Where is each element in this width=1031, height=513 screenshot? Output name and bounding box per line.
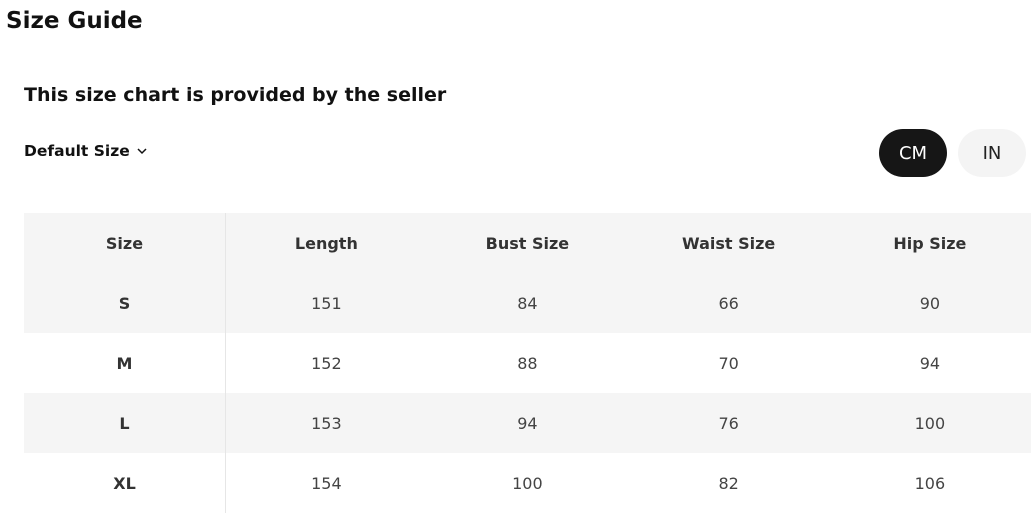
- size-dropdown-label: Default Size: [24, 142, 130, 160]
- table-cell: 94: [517, 413, 538, 433]
- table-cell: 88: [517, 353, 538, 373]
- table-cell: 94: [919, 353, 941, 373]
- table-cell: 76: [718, 413, 739, 433]
- unit-in-button[interactable]: IN: [958, 129, 1026, 177]
- table-cell: S: [24, 273, 226, 333]
- column-header: Length: [294, 233, 358, 253]
- table-cell: L: [24, 393, 226, 453]
- table-header-row: Size Length Bust Size Waist Size Hip Size: [24, 213, 1031, 273]
- table-cell: 90: [919, 293, 941, 313]
- column-header: Hip Size: [893, 233, 967, 253]
- size-table: Size Length Bust Size Waist Size Hip Size S 1…: [24, 213, 1031, 513]
- table-cell: 106: [914, 473, 946, 493]
- table-row: L 153 94 76 100: [24, 393, 1031, 453]
- table-cell: 100: [512, 473, 543, 493]
- table-cell: 153: [311, 413, 342, 433]
- table-cell: 151: [311, 293, 342, 313]
- chevron-down-icon: [137, 148, 147, 155]
- unit-cm-button[interactable]: CM: [879, 129, 947, 177]
- table-row: M 152 88 70 94: [24, 333, 1031, 393]
- table-cell: M: [24, 333, 226, 393]
- column-header: Bust Size: [485, 233, 570, 253]
- column-header: Size: [24, 213, 226, 273]
- table-cell: 66: [718, 293, 739, 313]
- size-dropdown[interactable]: Default Size: [24, 142, 148, 160]
- table-cell: 154: [311, 473, 342, 493]
- table-cell: 100: [914, 413, 946, 433]
- column-header: Waist Size: [681, 233, 776, 253]
- table-cell: XL: [24, 453, 226, 513]
- table-cell: 84: [517, 293, 538, 313]
- table-cell: 152: [311, 353, 342, 373]
- table-row: S 151 84 66 90: [24, 273, 1031, 333]
- page-title: Size Guide: [6, 8, 143, 34]
- table-row: XL 154 100 82 106: [24, 453, 1031, 513]
- subtitle: This size chart is provided by the selle…: [24, 84, 447, 106]
- table-cell: 82: [718, 473, 739, 493]
- table-cell: 70: [718, 353, 739, 373]
